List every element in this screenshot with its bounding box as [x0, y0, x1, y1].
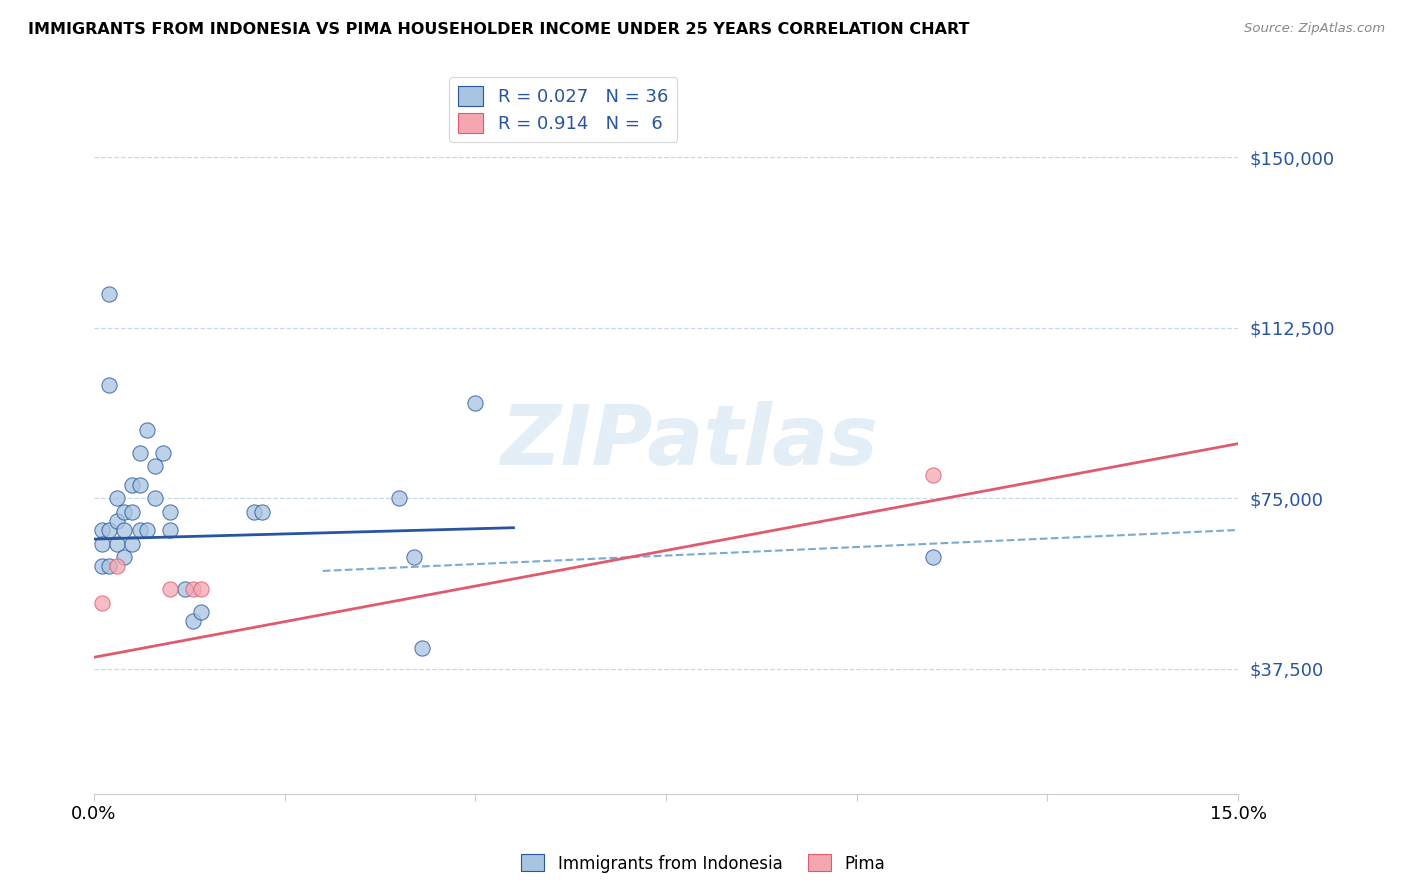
- Point: [181, 614, 204, 628]
- Text: ZIPatlas: ZIPatlas: [501, 401, 877, 482]
- Point: [922, 468, 945, 483]
- Point: [152, 446, 174, 460]
- Point: [159, 582, 181, 596]
- Point: [90, 523, 112, 537]
- Point: [114, 505, 136, 519]
- Point: [98, 559, 121, 574]
- Point: [105, 536, 128, 550]
- Point: [98, 377, 121, 392]
- Point: [121, 536, 143, 550]
- Point: [190, 582, 212, 596]
- Point: [159, 523, 181, 537]
- Point: [143, 491, 166, 505]
- Point: [90, 596, 112, 610]
- Legend: Immigrants from Indonesia, Pima: Immigrants from Indonesia, Pima: [515, 847, 891, 880]
- Point: [114, 523, 136, 537]
- Point: [121, 505, 143, 519]
- Point: [190, 605, 212, 619]
- Point: [411, 641, 433, 656]
- Point: [174, 582, 197, 596]
- Point: [404, 550, 426, 565]
- Point: [105, 514, 128, 528]
- Point: [181, 582, 204, 596]
- Point: [136, 523, 159, 537]
- Text: Source: ZipAtlas.com: Source: ZipAtlas.com: [1244, 22, 1385, 36]
- Point: [128, 477, 150, 491]
- Point: [98, 286, 121, 301]
- Point: [128, 446, 150, 460]
- Point: [243, 505, 266, 519]
- Point: [114, 550, 136, 565]
- Point: [159, 505, 181, 519]
- Point: [250, 505, 273, 519]
- Point: [105, 491, 128, 505]
- Point: [98, 523, 121, 537]
- Point: [143, 459, 166, 474]
- Point: [388, 491, 411, 505]
- Point: [90, 536, 112, 550]
- Point: [128, 523, 150, 537]
- Point: [121, 477, 143, 491]
- Point: [464, 395, 486, 409]
- Point: [105, 559, 128, 574]
- Point: [136, 423, 159, 437]
- Legend: R = 0.027   N = 36, R = 0.914   N =  6: R = 0.027 N = 36, R = 0.914 N = 6: [449, 77, 678, 142]
- Point: [922, 550, 945, 565]
- Point: [90, 559, 112, 574]
- Text: IMMIGRANTS FROM INDONESIA VS PIMA HOUSEHOLDER INCOME UNDER 25 YEARS CORRELATION : IMMIGRANTS FROM INDONESIA VS PIMA HOUSEH…: [28, 22, 970, 37]
